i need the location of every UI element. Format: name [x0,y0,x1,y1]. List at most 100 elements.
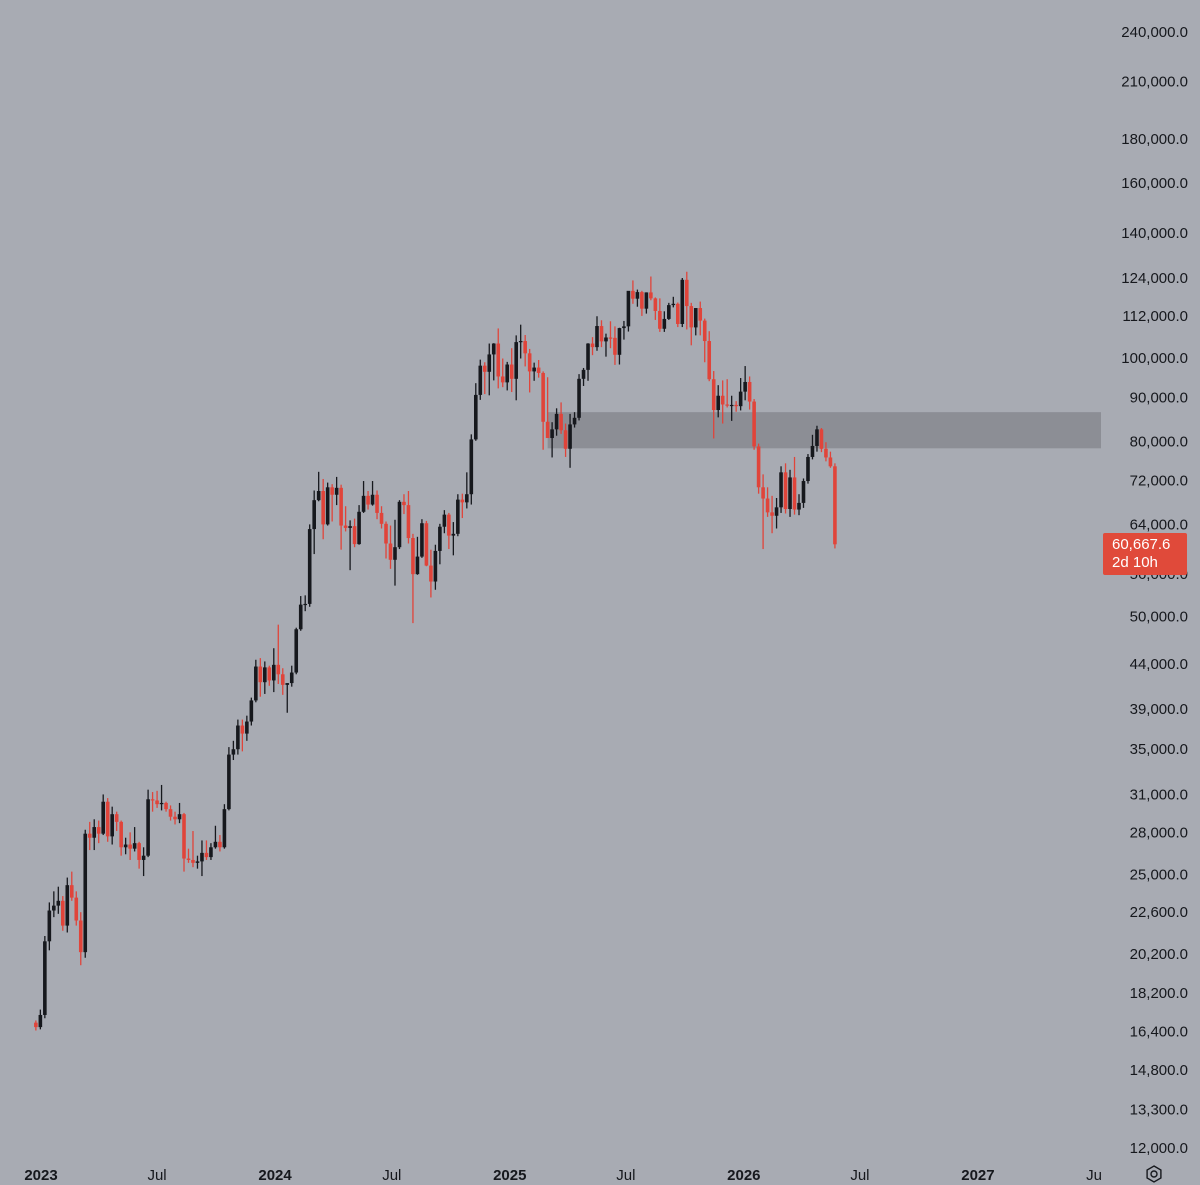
candle-2026-04-18 [810,434,815,460]
candle-2025-11-29 [720,380,725,424]
y-tick-label: 16,400.0 [1130,1024,1188,1041]
candle-2026-01-10 [747,376,752,410]
candle-2026-03-07 [783,463,788,514]
candle-2022-12-31 [38,1009,43,1030]
candle-2023-04-01 [96,820,101,844]
candle-body [491,343,496,355]
candle-body [819,429,824,449]
candle-2023-12-02 [254,659,258,703]
candle-body [622,326,626,329]
candle-2024-08-24 [424,520,429,567]
x-tick-label: 2023 [24,1167,57,1184]
candle-body [447,514,451,536]
candle-2025-03-15 [554,408,559,436]
candle-body [456,499,460,534]
candle-2025-08-16 [653,297,658,320]
candle-2024-10-26 [465,472,469,509]
candle-body [676,303,680,324]
candle-2023-07-29 [173,811,177,825]
candle-body [352,526,357,545]
candle-2023-01-21 [52,891,56,918]
candle-body [231,749,236,755]
candle-body [725,404,729,406]
candle-2026-02-14 [770,495,774,534]
candle-body [74,897,79,921]
candle-body [667,305,671,319]
candle-body [61,900,65,926]
candle-2023-06-24 [150,792,155,812]
candle-2023-04-29 [114,811,119,832]
candle-2023-09-16 [204,840,209,860]
candle-2026-04-11 [806,454,810,484]
candle-body [406,505,411,539]
x-axis[interactable]: 2023 Jul 2024 Jul 2025 Jul 2026 Jul 2027 Ju [24,1167,1102,1184]
candle-body [442,514,447,527]
candle-body [756,446,761,488]
candle-2023-07-01 [155,790,159,808]
candle-body [236,725,240,750]
candle-2024-01-20 [285,683,290,713]
candle-2026-05-02 [819,428,824,453]
candle-2025-12-20 [734,401,738,412]
chart-settings-icon[interactable] [1146,1165,1162,1183]
candle-body [65,885,70,926]
candle-2026-02-21 [774,497,779,529]
y-tick-label: 35,000.0 [1130,741,1188,758]
candle-body [150,799,155,801]
candle-body [828,457,833,467]
candle-2025-10-04 [684,271,689,330]
candle-body [806,456,810,482]
candle-2026-04-04 [801,478,806,508]
candle-body [114,814,119,822]
candle-2025-02-15 [536,360,541,378]
candle-2023-01-14 [47,902,52,951]
candle-body [743,381,747,392]
candle-body [429,565,433,582]
y-tick-label: 22,600.0 [1130,904,1188,921]
candle-2023-10-21 [227,747,231,811]
x-tick-label: 2027 [961,1167,994,1184]
candle-body [815,429,819,446]
candle-2025-05-31 [604,333,608,357]
candle-2023-02-25 [74,891,79,926]
candle-2024-03-16 [321,478,325,540]
candle-body [604,337,608,342]
candle-body [693,308,698,328]
candle-body [738,391,743,407]
candle-2023-07-08 [159,784,164,811]
candle-2025-06-28 [622,320,626,340]
candle-body [770,512,774,516]
candle-2025-12-06 [725,379,729,408]
candle-2025-04-05 [568,413,572,468]
y-axis[interactable]: 240,000.0 210,000.0 180,000.0 160,000.0 140,… [1121,24,1188,1157]
candle-2026-01-31 [761,474,765,550]
candle-body [155,800,159,805]
candle-2023-08-26 [191,831,195,868]
candle-body [810,445,815,457]
candle-2025-03-22 [559,402,563,434]
candle-2025-02-22 [541,371,545,450]
candle-body [119,821,123,848]
candle-body [294,629,299,673]
candle-2025-09-27 [680,278,685,328]
candle-body [824,448,828,458]
x-tick-label: Jul [850,1167,869,1184]
candle-2026-03-14 [788,469,792,517]
candle-body [613,337,617,355]
candle-2023-06-10 [141,847,146,877]
candle-body [680,279,685,324]
candles [34,271,837,1031]
candle-body [496,343,501,377]
candle-2024-12-07 [491,343,496,381]
candle-2023-08-19 [186,848,191,863]
last-price-label: 60,667.6 [1112,536,1170,553]
candle-2024-11-02 [469,434,474,505]
y-tick-label: 160,000.0 [1121,175,1188,192]
candle-body [792,477,797,510]
x-tick-label: Ju [1086,1167,1102,1184]
candle-2024-06-01 [370,481,375,506]
candle-2024-01-13 [280,668,285,695]
candle-body [711,379,716,411]
